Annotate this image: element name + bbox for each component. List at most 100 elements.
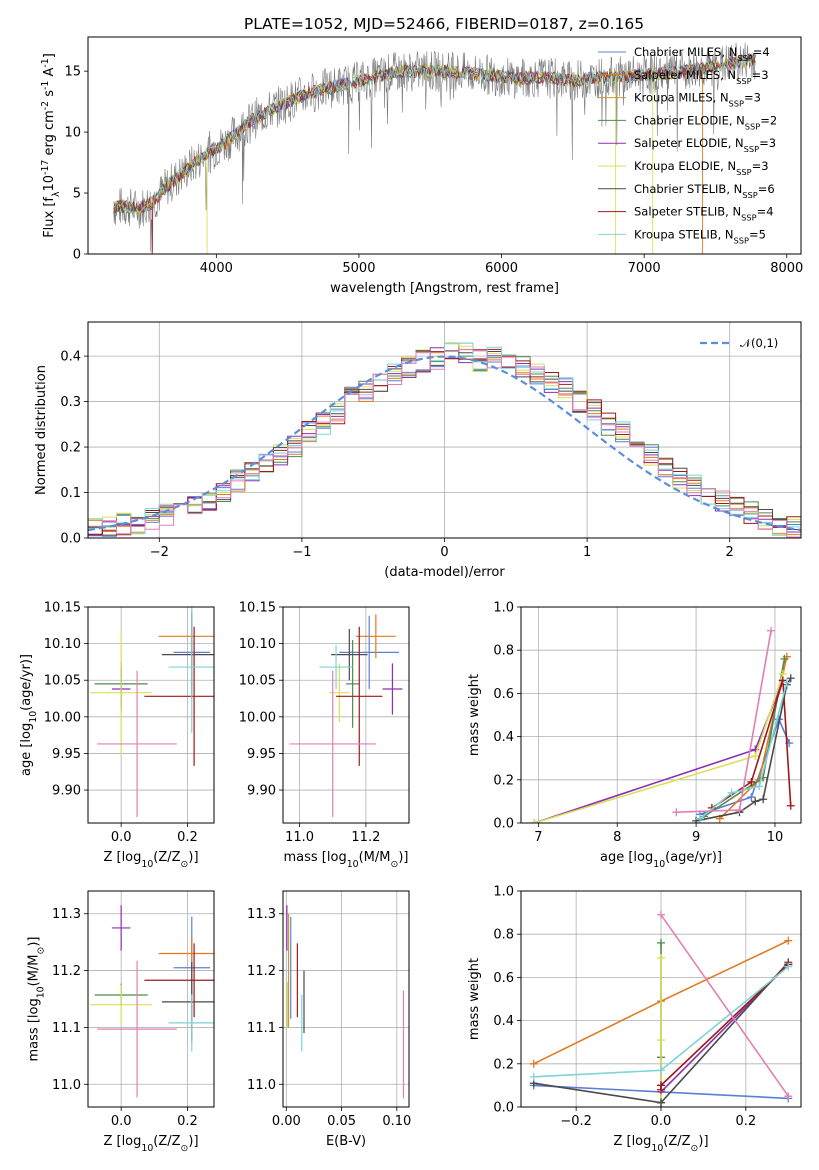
y-tick-label: 1.0: [493, 601, 514, 616]
y-tick-label: 11.0: [52, 1078, 81, 1093]
age-vs-Z-xlabel: Z [log10(Z/Z⊙)]: [103, 850, 198, 870]
y-tick-label: 11.1: [247, 1021, 276, 1036]
y-tick-label: 10.10: [44, 637, 81, 652]
errorbar-point-kroupa-stelib: [168, 994, 214, 1052]
errorbar-point-pink: [97, 670, 177, 818]
plus-marker: [782, 678, 791, 687]
x-tick-label: −0.2: [560, 1114, 592, 1129]
histogram-pink: [88, 348, 801, 538]
weight-vs-age-grid: [521, 606, 801, 824]
y-tick-label: 10.05: [44, 674, 81, 689]
plus-marker: [657, 1036, 665, 1045]
y-tick-label: 10.05: [239, 674, 276, 689]
weight-vs-age-ylabel: mass weight: [467, 674, 482, 756]
errorbar-point-salpeter-stelib: [144, 943, 214, 1018]
y-tick-label: 5: [73, 187, 81, 202]
y-tick-label: 15: [64, 65, 81, 80]
weight-vs-Z-xlabel: Z [log10(Z/Z⊙)]: [613, 1134, 708, 1154]
panel-weight-vs-age: 7 8 9 10 0.0 0.2 0.4 0.6 0.8 1.0 age [log10(age/yr…: [467, 601, 802, 870]
y-tick-label: 10.00: [44, 710, 81, 725]
plus-marker: [657, 1081, 665, 1090]
y-tick-label: 0.8: [493, 928, 514, 943]
mass-vs-Z-ylabel: mass [log10(M/M⊙)]: [27, 937, 47, 1062]
errorbar-point-pink: [289, 670, 376, 818]
x-tick-label: −2: [150, 545, 169, 560]
plus-marker: [784, 962, 793, 971]
normal-curve: [88, 355, 801, 532]
x-tick-label: 4000: [200, 261, 233, 276]
legend-label: Chabrier ELODIE, NSSP=2: [634, 113, 777, 131]
figure-title: PLATE=1052, MJD=52466, FIBERID=0187, z=0…: [244, 15, 644, 33]
plus-marker: [657, 910, 665, 919]
plus-marker: [747, 793, 756, 802]
residuals-ylabel: Normed distribution: [34, 365, 49, 495]
y-tick-label: 10.15: [239, 601, 276, 616]
legend-label: Kroupa STELIB, NSSP=5: [634, 227, 766, 245]
weight-vs-Z-ylabel: mass weight: [467, 958, 482, 1040]
x-tick-label: 11.2: [351, 830, 380, 845]
y-tick-label: 0.3: [60, 395, 81, 410]
y-tick-label: 11.2: [247, 964, 276, 979]
panel-age-vs-mass: 11.0 11.2 9.90 9.95 10.00 10.05 10.10 10.15 mass…: [239, 601, 410, 870]
errorbar-point-salpeter-elodie: [382, 663, 403, 715]
residuals-legend: 𝒩(0,1): [700, 336, 778, 350]
weight-vs-Z-ticks: −0.2 0.0 0.2 0.0 0.2 0.4 0.6 0.8 1.0: [493, 885, 756, 1130]
y-tick-label: 0.2: [493, 773, 514, 788]
x-tick-label: 0.05: [327, 1114, 356, 1129]
weight-vs-age-frame: [520, 606, 802, 824]
plus-marker: [529, 1059, 538, 1068]
weight-vs-age-plot-area: [530, 626, 795, 823]
panel-weight-vs-Z: −0.2 0.0 0.2 0.0 0.2 0.4 0.6 0.8 1.0 Z [log10(Z/Z…: [467, 885, 802, 1154]
y-tick-label: 9.90: [247, 784, 276, 799]
plus-marker: [735, 806, 744, 815]
errorbar-point-salpeter-miles: [355, 614, 396, 659]
mass-vs-Z-frame: [87, 890, 215, 1108]
y-tick-label: 11.0: [247, 1078, 276, 1093]
y-tick-label: 9.95: [247, 747, 276, 762]
plus-marker: [747, 777, 756, 786]
mass-vs-EBV-ticks: 0.00 0.05 0.10 11.0 11.1 11.2 11.3: [247, 907, 411, 1129]
residuals-xlabel: (data-model)/error: [384, 565, 505, 580]
plus-marker: [755, 782, 764, 791]
errorbar-point-pink: [97, 960, 177, 1098]
plus-marker: [780, 654, 789, 663]
plus-marker: [727, 788, 736, 797]
y-tick-label: 11.3: [247, 907, 276, 922]
x-tick-label: 2: [726, 545, 734, 560]
y-tick-label: 0.0: [493, 817, 514, 832]
residuals-plot-area: [88, 342, 801, 538]
plus-marker: [657, 1098, 665, 1107]
panel-mass-vs-Z: 0.0 0.2 11.0 11.1 11.2 11.3 Z [log10(Z/Z⊙)] mas…: [27, 890, 215, 1154]
x-tick-label: 8: [613, 830, 621, 845]
spectrum-plot-area: [113, 42, 756, 254]
legend-label: Salpeter STELIB, NSSP=4: [634, 205, 774, 223]
x-tick-label: 5000: [342, 261, 375, 276]
weight-line-chabrier-miles: [699, 717, 790, 816]
plus-marker: [786, 674, 795, 683]
y-tick-label: 10: [64, 126, 81, 141]
model-line-kroupa-elodie: [113, 54, 756, 216]
legend-label: Kroupa ELODIE, NSSP=3: [634, 159, 769, 177]
y-tick-label: 11.3: [52, 907, 81, 922]
errorbar-point-chabrier-stelib: [331, 628, 368, 681]
age-vs-Z-grid: [88, 606, 214, 823]
y-tick-label: 10.00: [239, 710, 276, 725]
y-tick-label: 0.0: [493, 1101, 514, 1116]
plus-marker: [672, 808, 681, 817]
mass-vs-EBV-xlabel: E(B-V): [326, 1134, 366, 1149]
errorbar-point-kroupa-stelib: [319, 645, 353, 690]
plus-marker: [529, 1072, 538, 1081]
panel-residuals: −2 −1 0 1 2 0.0 0.1 0.2 0.3 0.4 (data-model)/error…: [34, 321, 802, 580]
y-tick-label: 0: [73, 248, 81, 263]
errorbar-point-salpeter-stelib: [144, 626, 214, 766]
x-tick-label: 7: [534, 830, 542, 845]
x-tick-label: 9: [692, 830, 700, 845]
plus-marker: [784, 1092, 793, 1101]
mass-vs-Z-grid: [88, 891, 214, 1107]
x-tick-label: 0.10: [382, 1114, 411, 1129]
x-tick-label: 11.0: [285, 830, 314, 845]
y-tick-label: 0.4: [493, 730, 514, 745]
age-vs-Z-ticks: 0.0 0.2 9.90 9.95 10.00 10.05 10.10 10.15: [44, 601, 198, 846]
plus-marker: [696, 814, 705, 823]
legend-label: Chabrier STELIB, NSSP=6: [634, 182, 775, 200]
